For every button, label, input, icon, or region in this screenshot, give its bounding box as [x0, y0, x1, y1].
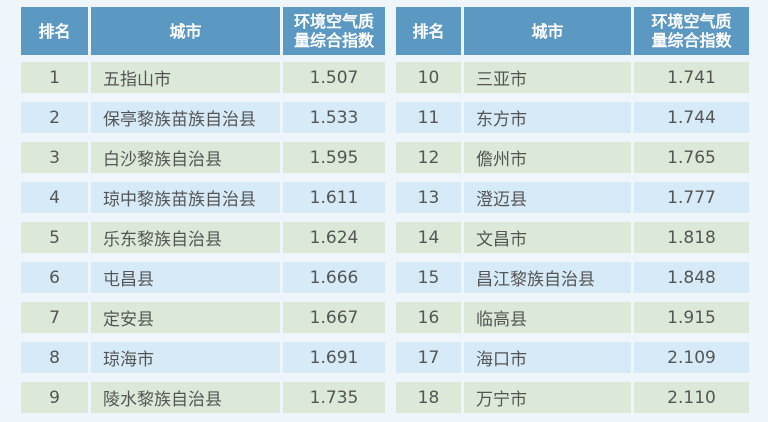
header-rank: 排名 [396, 7, 461, 55]
table-row: 4 琼中黎族苗族自治县 1.611 [21, 182, 385, 213]
city-cell: 儋州市 [464, 142, 631, 173]
city-cell: 海口市 [464, 342, 631, 373]
table-row: 15 昌江黎族自治县 1.848 [396, 262, 749, 293]
table-row: 18 万宁市 2.110 [396, 382, 749, 413]
city-cell: 万宁市 [464, 382, 631, 413]
index-cell: 1.533 [283, 102, 385, 133]
header-city: 城市 [91, 7, 280, 55]
index-cell: 1.735 [283, 382, 385, 413]
rank-cell: 10 [396, 62, 461, 93]
header-rank: 排名 [21, 7, 88, 55]
city-cell: 文昌市 [464, 222, 631, 253]
table-row: 3 白沙黎族自治县 1.595 [21, 142, 385, 173]
table-row: 7 定安县 1.667 [21, 302, 385, 333]
index-cell: 1.744 [634, 102, 749, 133]
table-row: 12 儋州市 1.765 [396, 142, 749, 173]
index-cell: 2.110 [634, 382, 749, 413]
rank-cell: 4 [21, 182, 88, 213]
index-cell: 1.667 [283, 302, 385, 333]
rank-cell: 5 [21, 222, 88, 253]
rank-cell: 13 [396, 182, 461, 213]
city-cell: 琼海市 [91, 342, 280, 373]
rank-cell: 15 [396, 262, 461, 293]
city-cell: 乐东黎族自治县 [91, 222, 280, 253]
city-cell: 保亭黎族苗族自治县 [91, 102, 280, 133]
table-row: 17 海口市 2.109 [396, 342, 749, 373]
rank-cell: 7 [21, 302, 88, 333]
table-row: 16 临高县 1.915 [396, 302, 749, 333]
rank-cell: 16 [396, 302, 461, 333]
index-cell: 1.818 [634, 222, 749, 253]
city-cell: 屯昌县 [91, 262, 280, 293]
rank-cell: 1 [21, 62, 88, 93]
rank-cell: 9 [21, 382, 88, 413]
table-row: 8 琼海市 1.691 [21, 342, 385, 373]
index-cell: 1.595 [283, 142, 385, 173]
table-row: 14 文昌市 1.818 [396, 222, 749, 253]
city-cell: 定安县 [91, 302, 280, 333]
rank-cell: 11 [396, 102, 461, 133]
rank-cell: 18 [396, 382, 461, 413]
table-row: 10 三亚市 1.741 [396, 62, 749, 93]
rank-cell: 14 [396, 222, 461, 253]
city-cell: 五指山市 [91, 62, 280, 93]
header-index-label: 环境空气质量综合指数 [651, 12, 732, 50]
table-row: 1 五指山市 1.507 [21, 62, 385, 93]
table-row: 2 保亭黎族苗族自治县 1.533 [21, 102, 385, 133]
index-cell: 1.741 [634, 62, 749, 93]
table-row: 6 屯昌县 1.666 [21, 262, 385, 293]
city-cell: 澄迈县 [464, 182, 631, 213]
city-cell: 三亚市 [464, 62, 631, 93]
city-cell: 陵水黎族自治县 [91, 382, 280, 413]
city-cell: 白沙黎族自治县 [91, 142, 280, 173]
index-cell: 1.691 [283, 342, 385, 373]
ranking-table-left: 排名 城市 环境空气质量综合指数 1 五指山市 1.507 2 保亭黎族苗族自治县 1.533 3… [21, 7, 385, 422]
table-row: 11 东方市 1.744 [396, 102, 749, 133]
table-row: 13 澄迈县 1.777 [396, 182, 749, 213]
rank-cell: 6 [21, 262, 88, 293]
city-cell: 东方市 [464, 102, 631, 133]
index-cell: 1.666 [283, 262, 385, 293]
city-cell: 临高县 [464, 302, 631, 333]
index-cell: 1.915 [634, 302, 749, 333]
header-city: 城市 [464, 7, 631, 55]
ranking-table-right: 排名 城市 环境空气质量综合指数 10 三亚市 1.741 11 东方市 1.744 12 儋州市 1… [396, 7, 749, 422]
index-cell: 1.777 [634, 182, 749, 213]
index-cell: 1.507 [283, 62, 385, 93]
city-cell: 昌江黎族自治县 [464, 262, 631, 293]
rank-cell: 2 [21, 102, 88, 133]
index-cell: 1.765 [634, 142, 749, 173]
table-row: 9 陵水黎族自治县 1.735 [21, 382, 385, 413]
city-cell: 琼中黎族苗族自治县 [91, 182, 280, 213]
header-index: 环境空气质量综合指数 [634, 7, 749, 55]
rank-cell: 3 [21, 142, 88, 173]
rank-cell: 12 [396, 142, 461, 173]
rank-cell: 8 [21, 342, 88, 373]
index-cell: 1.848 [634, 262, 749, 293]
header-index-label: 环境空气质量综合指数 [293, 12, 374, 50]
table-row: 5 乐东黎族自治县 1.624 [21, 222, 385, 253]
table-header: 排名 城市 环境空气质量综合指数 [396, 7, 749, 55]
header-index: 环境空气质量综合指数 [283, 7, 385, 55]
index-cell: 2.109 [634, 342, 749, 373]
rank-cell: 17 [396, 342, 461, 373]
index-cell: 1.624 [283, 222, 385, 253]
table-header: 排名 城市 环境空气质量综合指数 [21, 7, 385, 55]
index-cell: 1.611 [283, 182, 385, 213]
